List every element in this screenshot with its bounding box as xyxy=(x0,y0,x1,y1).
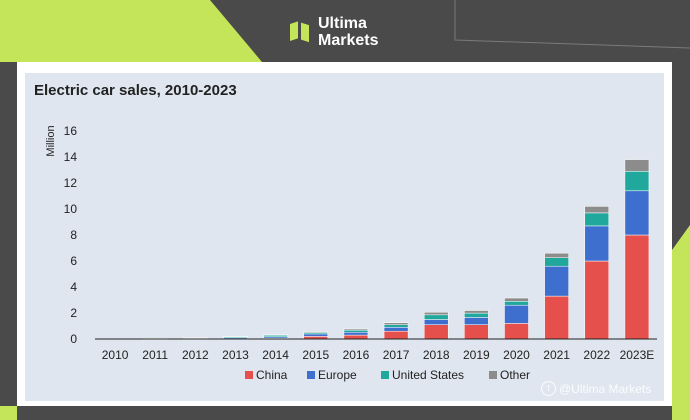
x-tick-label: 2011 xyxy=(142,348,168,362)
bar-segment-europe xyxy=(343,331,369,336)
bar-segment-china xyxy=(544,295,569,340)
bar-segment-china xyxy=(343,334,369,340)
bar-segment-other xyxy=(624,159,650,172)
bar-segment-europe xyxy=(624,190,650,236)
bar-segment-united-states xyxy=(464,312,489,318)
bar-segment-other xyxy=(223,336,248,338)
bar-segment-europe xyxy=(544,265,569,297)
y-tick-label: 12 xyxy=(64,176,78,190)
social-icon: f xyxy=(541,381,556,396)
x-tick-label: 2019 xyxy=(463,348,490,362)
x-tick-label: 2014 xyxy=(262,348,289,362)
bar-segment-united-states xyxy=(343,329,369,333)
bar-segment-united-states xyxy=(624,171,650,192)
bar-segment-china xyxy=(504,323,529,340)
bar-segment-china xyxy=(624,234,650,340)
decor-line xyxy=(454,0,690,49)
x-tick-label: 2018 xyxy=(423,348,450,362)
chart-card: Electric car sales, 2010-2023 0 2 4 6 8 10 12 1… xyxy=(17,62,672,406)
chart-panel: Electric car sales, 2010-2023 0 2 4 6 8 10 12 1… xyxy=(25,73,664,401)
bar-segment-china xyxy=(584,260,610,340)
bar-segment-other xyxy=(584,206,610,214)
legend-label: Other xyxy=(500,368,530,382)
x-tick-label: 2020 xyxy=(503,348,530,362)
brand-logo: Ultima Markets xyxy=(290,12,378,52)
bar-segment-europe xyxy=(504,304,529,324)
y-tick-label: 14 xyxy=(64,150,78,164)
legend-swatch xyxy=(307,371,315,379)
bar-segment-other xyxy=(263,334,288,336)
bar-segment-china xyxy=(464,324,489,340)
bar-chart: 0 2 4 6 8 10 12 14 16 Million 2010 2011 2012 2013 2014… xyxy=(45,124,657,382)
lime-corner-bottom-left xyxy=(0,406,17,420)
watermark: f @Ultima Markets xyxy=(541,381,651,396)
lime-corner-right xyxy=(672,225,690,420)
legend-label: Europe xyxy=(318,368,357,382)
bar-segment-other xyxy=(303,331,329,333)
bar-segment-other xyxy=(544,252,569,258)
bar-segment-europe xyxy=(423,319,449,325)
bar-segment-united-states xyxy=(504,301,529,306)
bar-segment-other xyxy=(423,311,449,316)
y-tick-label: 4 xyxy=(70,280,77,294)
y-tick-label: 10 xyxy=(64,202,78,216)
bar-segment-other xyxy=(183,337,208,339)
bar-segment-europe xyxy=(303,333,329,337)
y-tick-label: 8 xyxy=(70,228,77,242)
bar-segment-china xyxy=(423,324,449,340)
x-tick-label: 2023E xyxy=(620,348,655,362)
x-tick-label: 2021 xyxy=(543,348,570,362)
x-tick-label: 2017 xyxy=(383,348,410,362)
legend-label: United States xyxy=(392,368,464,382)
x-tick-label: 2022 xyxy=(583,348,610,362)
bar-segment-united-states xyxy=(423,314,449,320)
x-tick-label: 2015 xyxy=(302,348,329,362)
chart-title: Electric car sales, 2010-2023 xyxy=(34,82,237,99)
x-tick-label: 2016 xyxy=(343,348,370,362)
brand-line-2: Markets xyxy=(318,32,379,49)
legend-swatch xyxy=(489,371,497,379)
bar-segment-other xyxy=(464,310,489,314)
bar-segment-united-states xyxy=(584,212,610,227)
x-tick-label: 2010 xyxy=(102,348,129,362)
x-tick-label: 2012 xyxy=(182,348,209,362)
y-tick-label: 6 xyxy=(70,254,77,268)
bar-segment-united-states xyxy=(383,324,409,328)
bar-segment-europe xyxy=(464,317,489,325)
y-tick-label: 0 xyxy=(70,332,77,346)
bar-segment-other xyxy=(343,328,369,331)
lime-corner-top-left xyxy=(0,0,262,62)
y-tick-label: 16 xyxy=(64,124,78,138)
bar-segment-europe xyxy=(584,225,610,262)
bar-segment-other xyxy=(383,322,409,325)
y-tick-label: 2 xyxy=(70,306,77,320)
x-tick-label: 2013 xyxy=(222,348,249,362)
brand-line-1: Ultima xyxy=(318,15,367,32)
watermark-text: @Ultima Markets xyxy=(559,381,652,396)
ultima-logo-icon xyxy=(290,21,309,43)
bar-segment-europe xyxy=(383,327,409,332)
bar-segment-china xyxy=(383,330,409,340)
brand-name: Ultima Markets xyxy=(318,15,378,49)
y-axis-label: Million xyxy=(45,125,57,156)
legend-swatch xyxy=(245,371,253,379)
legend-label: China xyxy=(256,368,288,382)
bar-segment-other xyxy=(504,297,529,302)
bar-segment-united-states xyxy=(544,257,569,267)
legend-swatch xyxy=(381,371,389,379)
